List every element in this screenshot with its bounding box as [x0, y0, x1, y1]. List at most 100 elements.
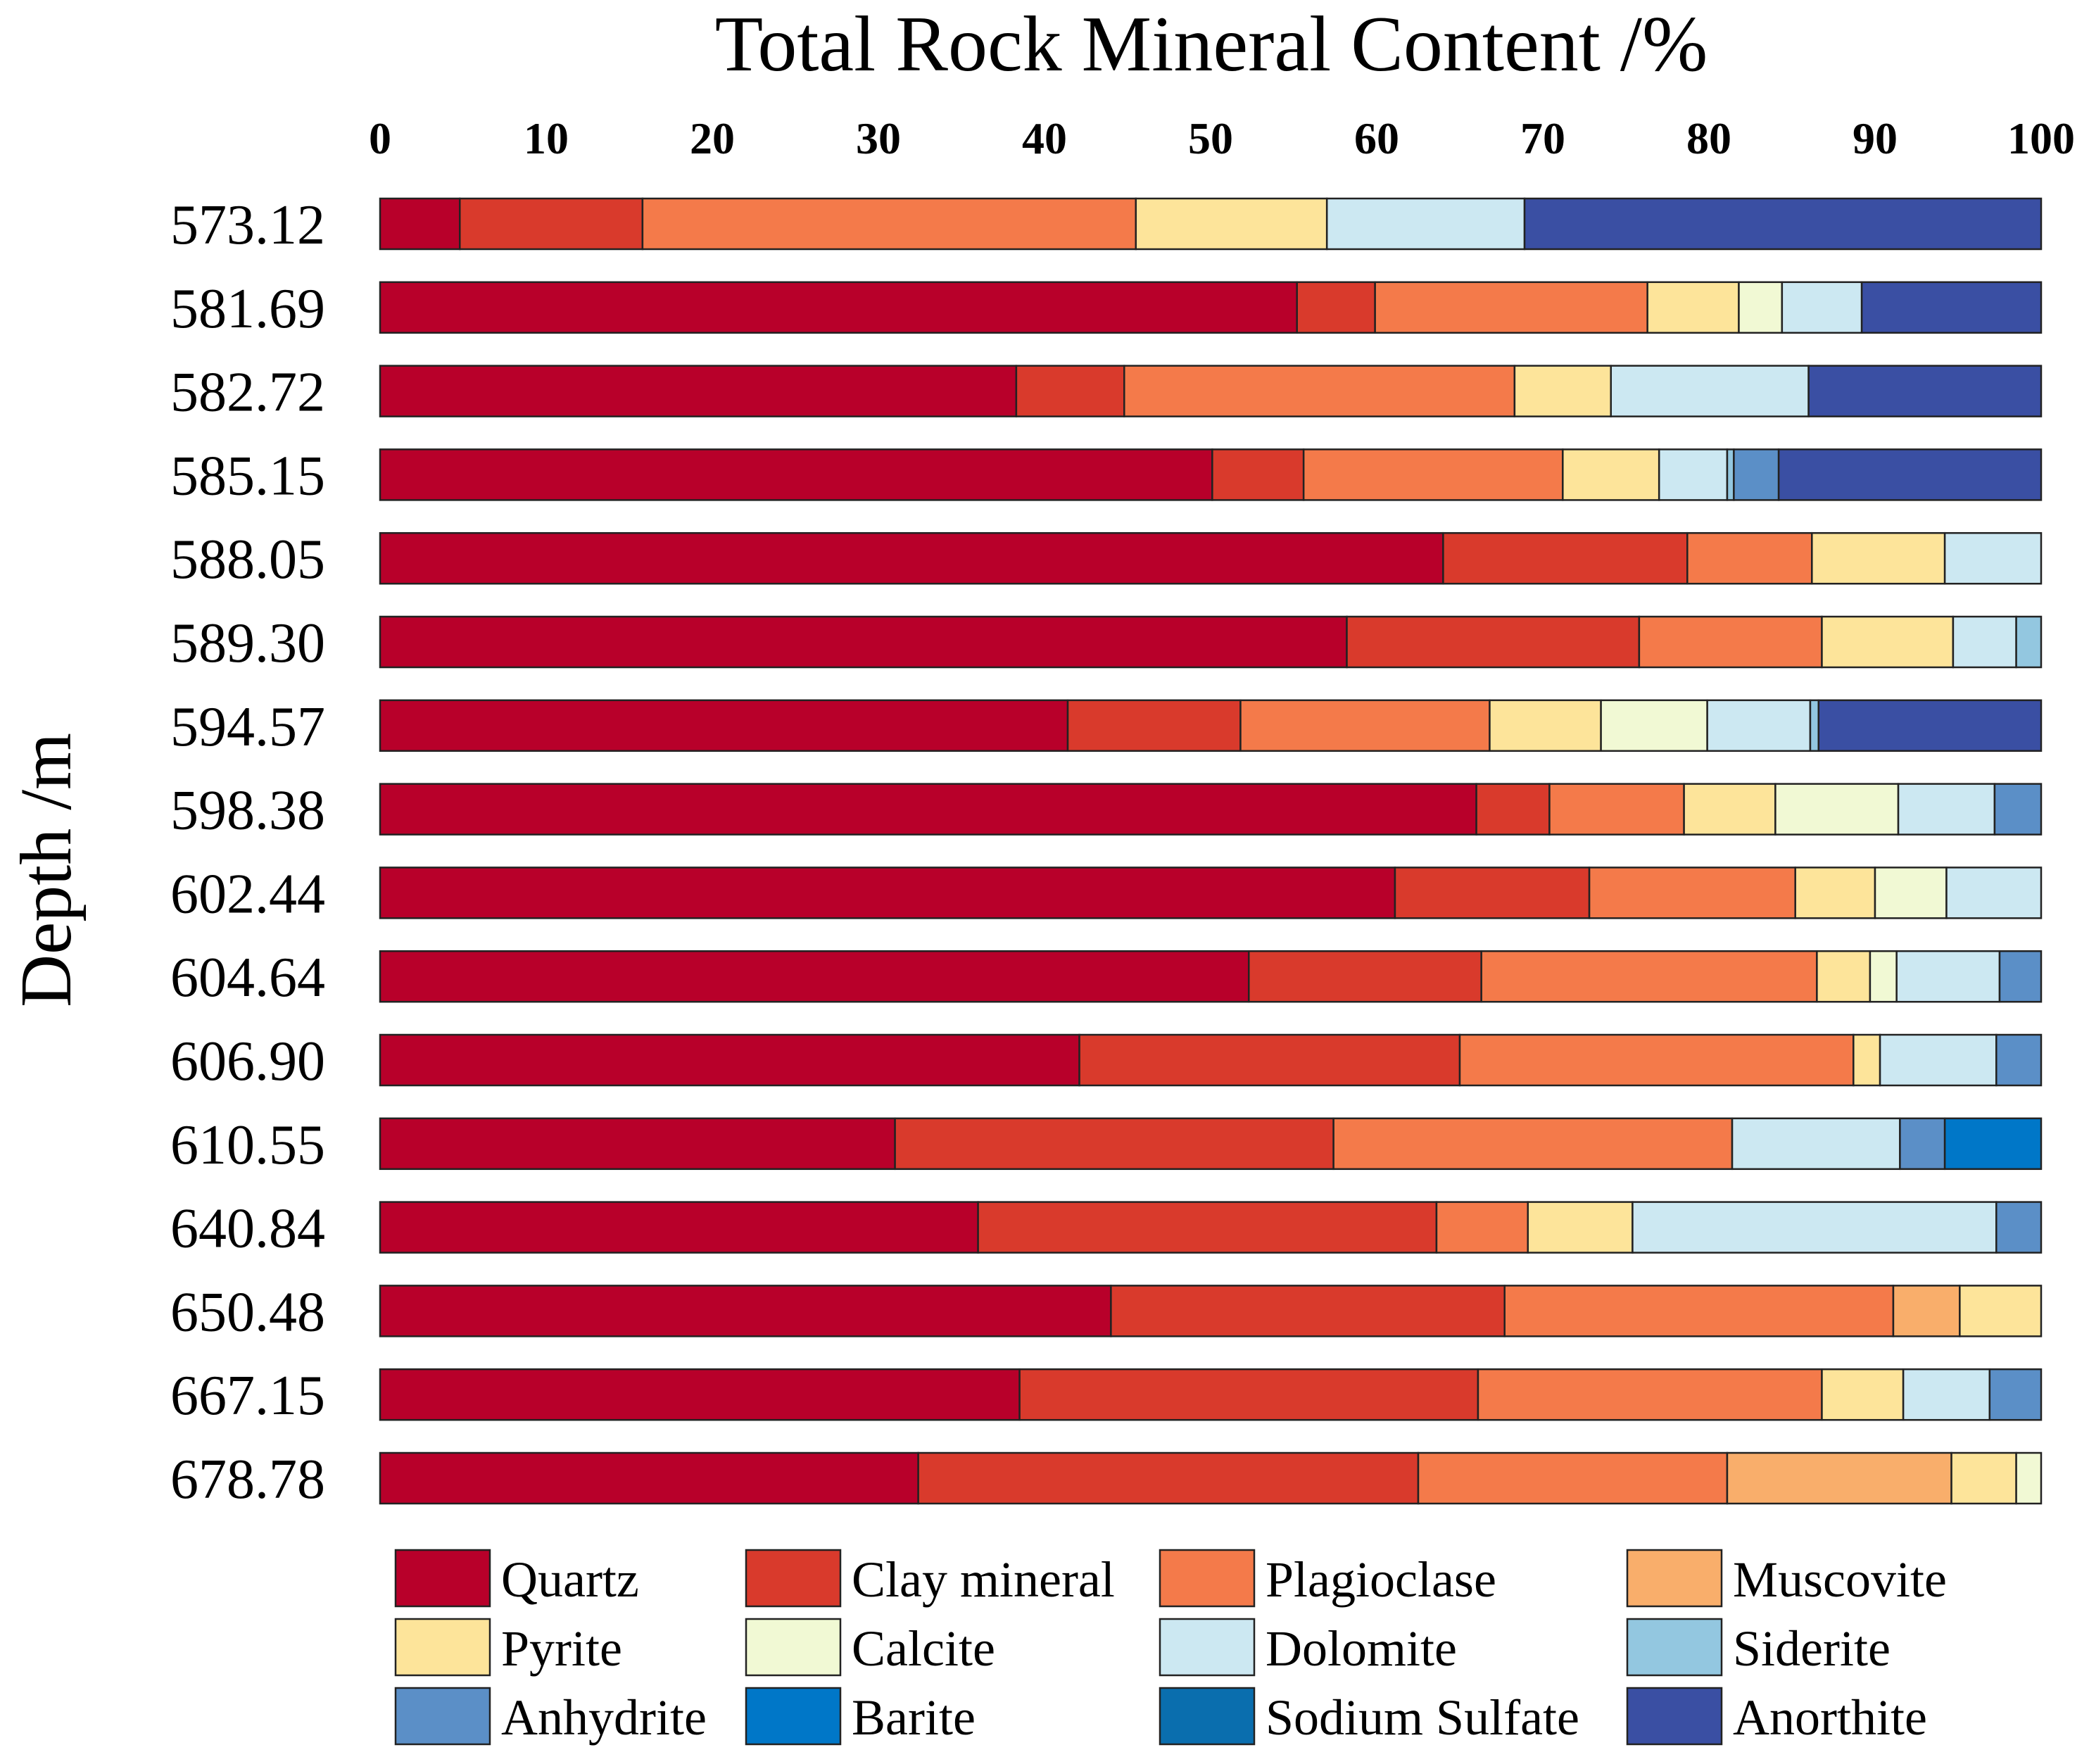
bar-row-589.30 — [379, 615, 2043, 669]
legend-item-calcite: Calcite — [745, 1618, 995, 1677]
bars-group — [379, 197, 2043, 1505]
x-tick-label: 0 — [369, 113, 391, 163]
bar-segment-dolomite — [1895, 950, 2001, 1003]
legend-swatch — [1159, 1687, 1256, 1746]
legend-label: Muscovite — [1733, 1551, 1947, 1608]
y-tick-label: 581.69 — [170, 278, 325, 340]
bar-segment-dolomite — [1632, 1201, 1998, 1254]
bar-segment-quartz — [379, 615, 1348, 669]
bar-segment-dolomite — [1952, 615, 2017, 669]
bar-segment-calcite — [1600, 699, 1708, 752]
bar-segment-anhydrite — [1995, 1201, 2043, 1254]
legend-label: Anhydrite — [501, 1689, 707, 1746]
x-tick-label: 100 — [2007, 113, 2075, 163]
bar-segment-plagioclase — [1417, 1451, 1729, 1505]
legend-item-muscovite: Muscovite — [1626, 1549, 1947, 1608]
legend-label: Sodium Sulfate — [1266, 1689, 1579, 1746]
legend-label: Clay mineral — [852, 1551, 1115, 1608]
bar-row-678.78 — [379, 1451, 2043, 1505]
bar-segment-dolomite — [1706, 699, 1812, 752]
legend-item-anorthite: Anorthite — [1626, 1687, 1927, 1746]
bar-segment-clay-mineral — [1066, 699, 1242, 752]
legend-item-pyrite: Pyrite — [394, 1618, 622, 1677]
bar-row-606.90 — [379, 1033, 2043, 1087]
bar-segment-plagioclase — [1374, 281, 1648, 334]
x-tick-label: 40 — [1022, 113, 1067, 163]
bar-segment-plagioclase — [641, 197, 1137, 251]
bar-segment-pyrite — [1950, 1451, 2017, 1505]
bar-segment-pyrite — [1513, 365, 1612, 417]
bar-segment-anhydrite — [1733, 448, 1780, 501]
bar-segment-plagioclase — [1686, 531, 1813, 585]
bar-segment-muscovite — [1892, 1285, 1961, 1337]
bar-segment-quartz — [379, 448, 1213, 501]
bar-row-604.64 — [379, 950, 2043, 1003]
bar-segment-quartz — [379, 531, 1444, 585]
y-axis-ticks: 573.12 581.69 582.72 585.15 588.05 589.30 594.… — [170, 194, 325, 1511]
bar-segment-plagioclase — [1477, 1368, 1823, 1421]
bar-segment-clay-mineral — [917, 1451, 1420, 1505]
x-tick-label: 90 — [1853, 113, 1898, 163]
legend-label: Quartz — [501, 1551, 639, 1608]
bar-segment-anhydrite — [1899, 1117, 1946, 1171]
x-tick-label: 50 — [1188, 113, 1233, 163]
y-tick-label: 582.72 — [170, 362, 325, 424]
legend-swatch — [745, 1549, 842, 1608]
legend-swatch — [745, 1618, 842, 1677]
bar-segment-calcite — [1874, 867, 1948, 919]
bar-segment-plagioclase — [1588, 867, 1796, 919]
y-tick-label: 640.84 — [170, 1198, 325, 1260]
bar-segment-plagioclase — [1503, 1285, 1895, 1337]
bar-segment-quartz — [379, 1033, 1080, 1087]
legend-swatch — [394, 1687, 491, 1746]
y-tick-label: 606.90 — [170, 1031, 325, 1092]
bar-segment-clay-mineral — [1015, 365, 1125, 417]
bar-segment-plagioclase — [1123, 365, 1516, 417]
bar-segment-quartz — [379, 1117, 896, 1171]
bar-segment-anorthite — [1523, 197, 2043, 251]
bar-segment-dolomite — [1943, 531, 2043, 585]
bar-segment-clay-mineral — [894, 1117, 1334, 1171]
legend-item-sodium-sulfate: Sodium Sulfate — [1159, 1687, 1579, 1746]
x-axis-ticks: 0 10 20 30 40 50 60 70 80 90 100 — [369, 113, 2075, 163]
bar-segment-plagioclase — [1239, 699, 1491, 752]
y-tick-label: 588.05 — [170, 529, 325, 591]
bar-segment-pyrite — [1959, 1285, 2043, 1337]
bar-segment-calcite — [1869, 950, 1898, 1003]
legend-item-barite: Barite — [745, 1687, 976, 1746]
bar-segment-pyrite — [1683, 783, 1776, 836]
bar-segment-clay-mineral — [1211, 448, 1305, 501]
legend-swatch — [1159, 1618, 1256, 1677]
legend-item-dolomite: Dolomite — [1159, 1618, 1457, 1677]
bar-segment-clay-mineral — [1078, 1033, 1461, 1087]
bar-segment-anhydrite — [1995, 1033, 2043, 1087]
bar-segment-quartz — [379, 1451, 919, 1505]
bar-segment-anorthite — [1817, 699, 2043, 752]
bar-segment-anhydrite — [1988, 1368, 2043, 1421]
bar-segment-clay-mineral — [977, 1201, 1438, 1254]
legend-item-plagioclase: Plagioclase — [1159, 1549, 1496, 1608]
bar-segment-pyrite — [1811, 531, 1946, 585]
bar-segment-pyrite — [1562, 448, 1660, 501]
x-tick-label: 60 — [1354, 113, 1399, 163]
bar-segment-dolomite — [1325, 197, 1526, 251]
y-tick-label: 604.64 — [170, 947, 325, 1009]
legend-swatch — [394, 1618, 491, 1677]
bar-segment-clay-mineral — [1248, 950, 1482, 1003]
y-tick-label: 573.12 — [170, 194, 325, 256]
legend-swatch — [1626, 1549, 1723, 1608]
bar-segment-dolomite — [1945, 867, 2043, 919]
legend-label: Siderite — [1733, 1620, 1891, 1677]
bar-segment-quartz — [379, 281, 1298, 334]
bar-segment-pyrite — [1816, 950, 1872, 1003]
bar-segment-pyrite — [1821, 615, 1955, 669]
legend-label: Plagioclase — [1266, 1551, 1496, 1608]
bar-segment-quartz — [379, 1368, 1021, 1421]
bar-segment-plagioclase — [1458, 1033, 1855, 1087]
legend: Quartz Clay mineral Plagioclase Muscovite Py… — [394, 1549, 1947, 1746]
bar-row-650.48 — [379, 1285, 2043, 1337]
bar-segment-quartz — [379, 867, 1396, 919]
bar-segment-siderite — [1726, 448, 1735, 501]
x-tick-label: 30 — [856, 113, 901, 163]
